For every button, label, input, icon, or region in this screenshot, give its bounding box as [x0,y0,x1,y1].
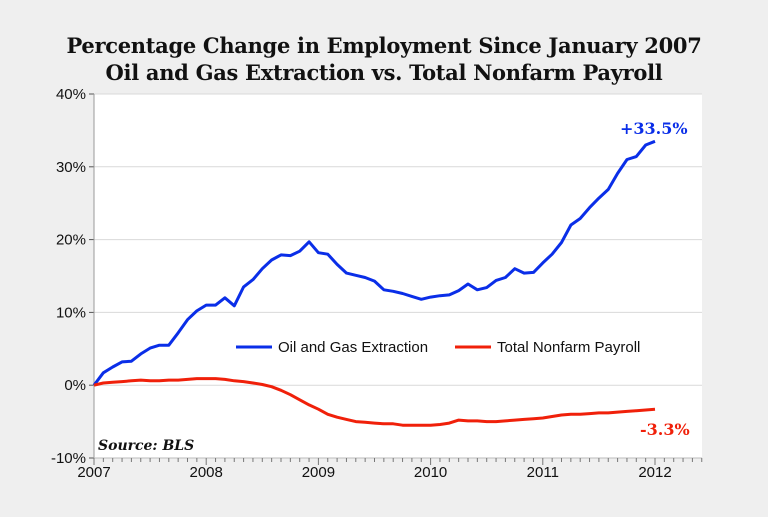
annotation-nonfarm-end: -3.3% [640,420,690,439]
legend-label-oil-gas: Oil and Gas Extraction [278,339,428,356]
y-tick-label: 30% [56,159,86,176]
x-tick-label: 2011 [527,464,559,481]
chart-title: Percentage Change in Employment Since Ja… [66,33,702,58]
chart-subtitle: Oil and Gas Extraction vs. Total Nonfarm… [105,60,663,85]
y-tick-label: 0% [64,377,86,394]
legend: Oil and Gas Extraction Total Nonfarm Pay… [236,339,640,356]
x-tick-label: 2007 [77,464,110,481]
y-tick-label: -10% [51,450,86,467]
y-tick-label: 40% [56,86,86,103]
plot-area [94,94,702,458]
x-tick-label: 2008 [190,464,223,481]
legend-label-nonfarm: Total Nonfarm Payroll [497,339,640,356]
series-line-nonfarm [93,377,656,427]
x-tick-label: 2009 [302,464,335,481]
y-tick-label: 10% [56,304,86,321]
y-tick-label: 20% [56,232,86,249]
x-tick-label: 2010 [414,464,447,481]
x-tick-label: 2012 [638,464,671,481]
series-line-oil-gas [92,139,656,387]
source-note: Source: BLS [98,438,194,454]
annotation-oil-gas-end: +33.5% [620,119,688,138]
